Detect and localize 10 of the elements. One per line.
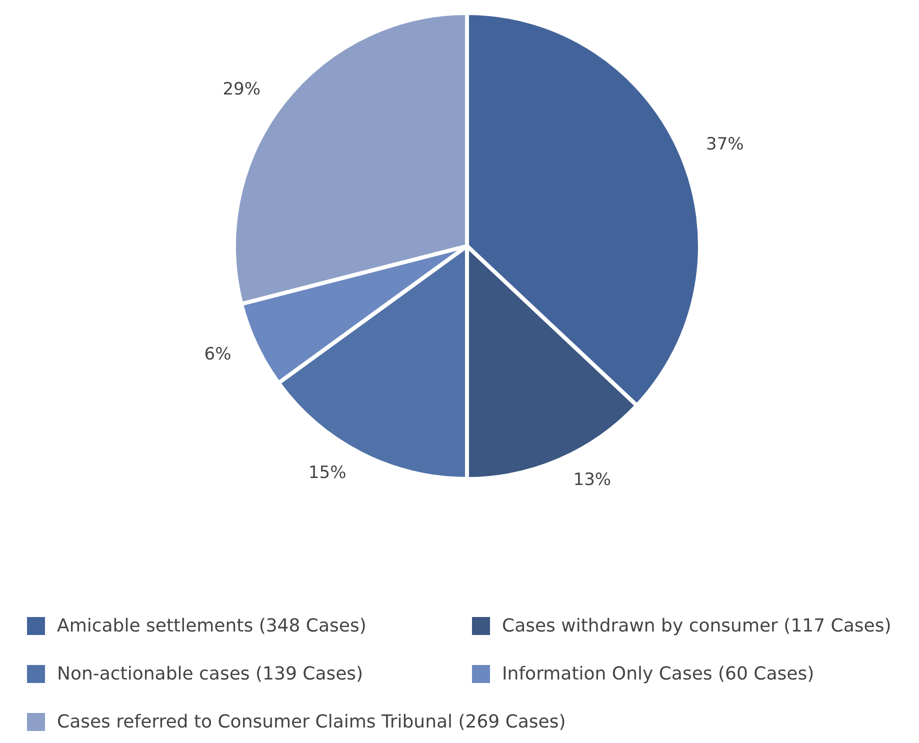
data-label: 6% [204, 344, 232, 365]
data-label: 29% [222, 80, 261, 100]
legend-label: Amicable settlements (348 Cases) [57, 616, 366, 636]
data-label: 13% [573, 470, 612, 490]
legend-label: Non-actionable cases (139 Cases) [57, 664, 364, 684]
data-label: 15% [308, 463, 346, 484]
legend-label: Information Only Cases (60 Cases) [502, 664, 814, 684]
legend-label: Cases referred to Consumer Claims Tribunal (269 Cases) [57, 712, 566, 732]
legend-label: Cases withdrawn by consumer (117 Cases) [502, 616, 892, 636]
data-label: 37% [706, 134, 744, 155]
